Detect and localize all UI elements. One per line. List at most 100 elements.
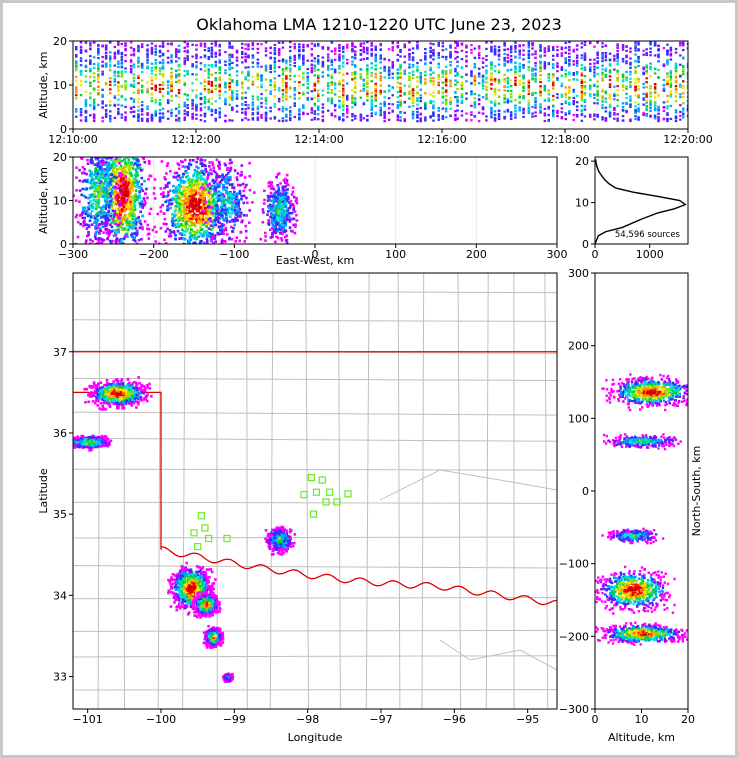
source-cell [186,114,189,117]
source-cell [490,66,493,69]
source-cell [444,58,448,61]
source-cell [116,197,119,201]
source-cell [302,83,305,86]
source-cell [143,179,146,183]
source-cell [518,70,521,73]
source-cell [514,104,517,107]
source-cell [138,186,142,190]
source-cell [370,44,373,47]
source-cell [89,92,92,95]
source-cell [589,42,592,45]
source-cell [374,84,377,87]
source-cell [601,68,604,71]
source-cell [383,102,386,106]
source-cell [289,110,292,113]
source-cell [645,95,648,98]
source-cell [241,50,244,54]
source-cell [485,47,488,50]
source-cell [125,228,128,232]
source-cell [112,222,116,225]
source-cell [593,68,596,71]
source-cell [207,106,210,109]
source-cell [657,44,660,48]
source-cell [285,77,288,80]
source-cell [379,107,382,110]
source-cell [140,91,144,94]
source-cell [146,113,149,116]
source-cell [354,72,357,75]
source-cell [539,74,542,77]
source-cell [298,81,301,84]
source-cell [649,54,652,57]
source-cell [135,232,139,235]
source-cell [269,71,272,74]
source-cell [629,118,632,121]
source-cell [84,50,88,53]
source-cell [102,231,105,234]
source-cell [158,45,162,48]
source-cell [552,87,555,90]
source-cell [465,55,468,58]
source-cell [293,45,296,48]
source-cell [572,73,575,76]
source-cell [96,237,99,241]
source-cell [113,252,116,255]
source-cell [572,63,575,66]
source-cell [583,57,587,60]
source-cell [203,96,207,99]
source-cell [437,43,440,46]
source-cell [108,202,111,205]
source-cell [637,88,640,91]
source-cell [115,186,118,190]
source-cell [80,193,83,197]
source-cell [370,71,373,75]
source-cell [454,96,457,99]
source-cell [260,114,263,118]
source-cell [616,50,619,53]
source-cell [154,101,157,104]
source-cell [298,74,301,77]
source-cell [653,87,657,90]
source-cell [338,99,341,102]
source-cell [228,59,231,62]
source-cell [241,86,244,89]
source-cell [139,202,142,206]
source-cell [313,102,317,105]
source-cell [273,63,277,66]
source-cell [93,186,97,190]
source-cell [534,115,537,118]
source-cell [621,109,625,112]
source-cell [127,178,131,181]
source-cell [135,198,138,201]
source-cell [104,64,108,67]
source-cell [161,45,165,48]
source-cell [104,45,108,48]
source-cell [137,65,140,68]
source-cell [96,212,99,215]
source-cell [244,101,247,104]
source-cell [539,78,542,81]
source-cell [117,60,120,63]
source-cell [90,158,93,162]
source-cell [106,177,109,180]
source-cell [359,77,363,80]
source-cell [137,117,140,120]
source-cell [235,110,239,113]
source-cell [150,119,154,122]
source-cell [195,107,198,110]
source-cell [117,88,120,91]
source-cell [188,190,192,193]
source-cell [686,84,688,88]
source-cell [449,61,452,64]
source-cell [514,82,517,85]
source-cell [429,54,432,57]
source-cell [568,103,571,106]
source-cell [158,49,162,52]
source-cell [580,72,584,75]
source-cell [637,77,640,80]
source-cell [396,116,400,119]
source-cell [539,70,542,73]
source-cell [503,89,506,92]
source-cell [214,55,217,58]
source-cell [674,109,678,112]
